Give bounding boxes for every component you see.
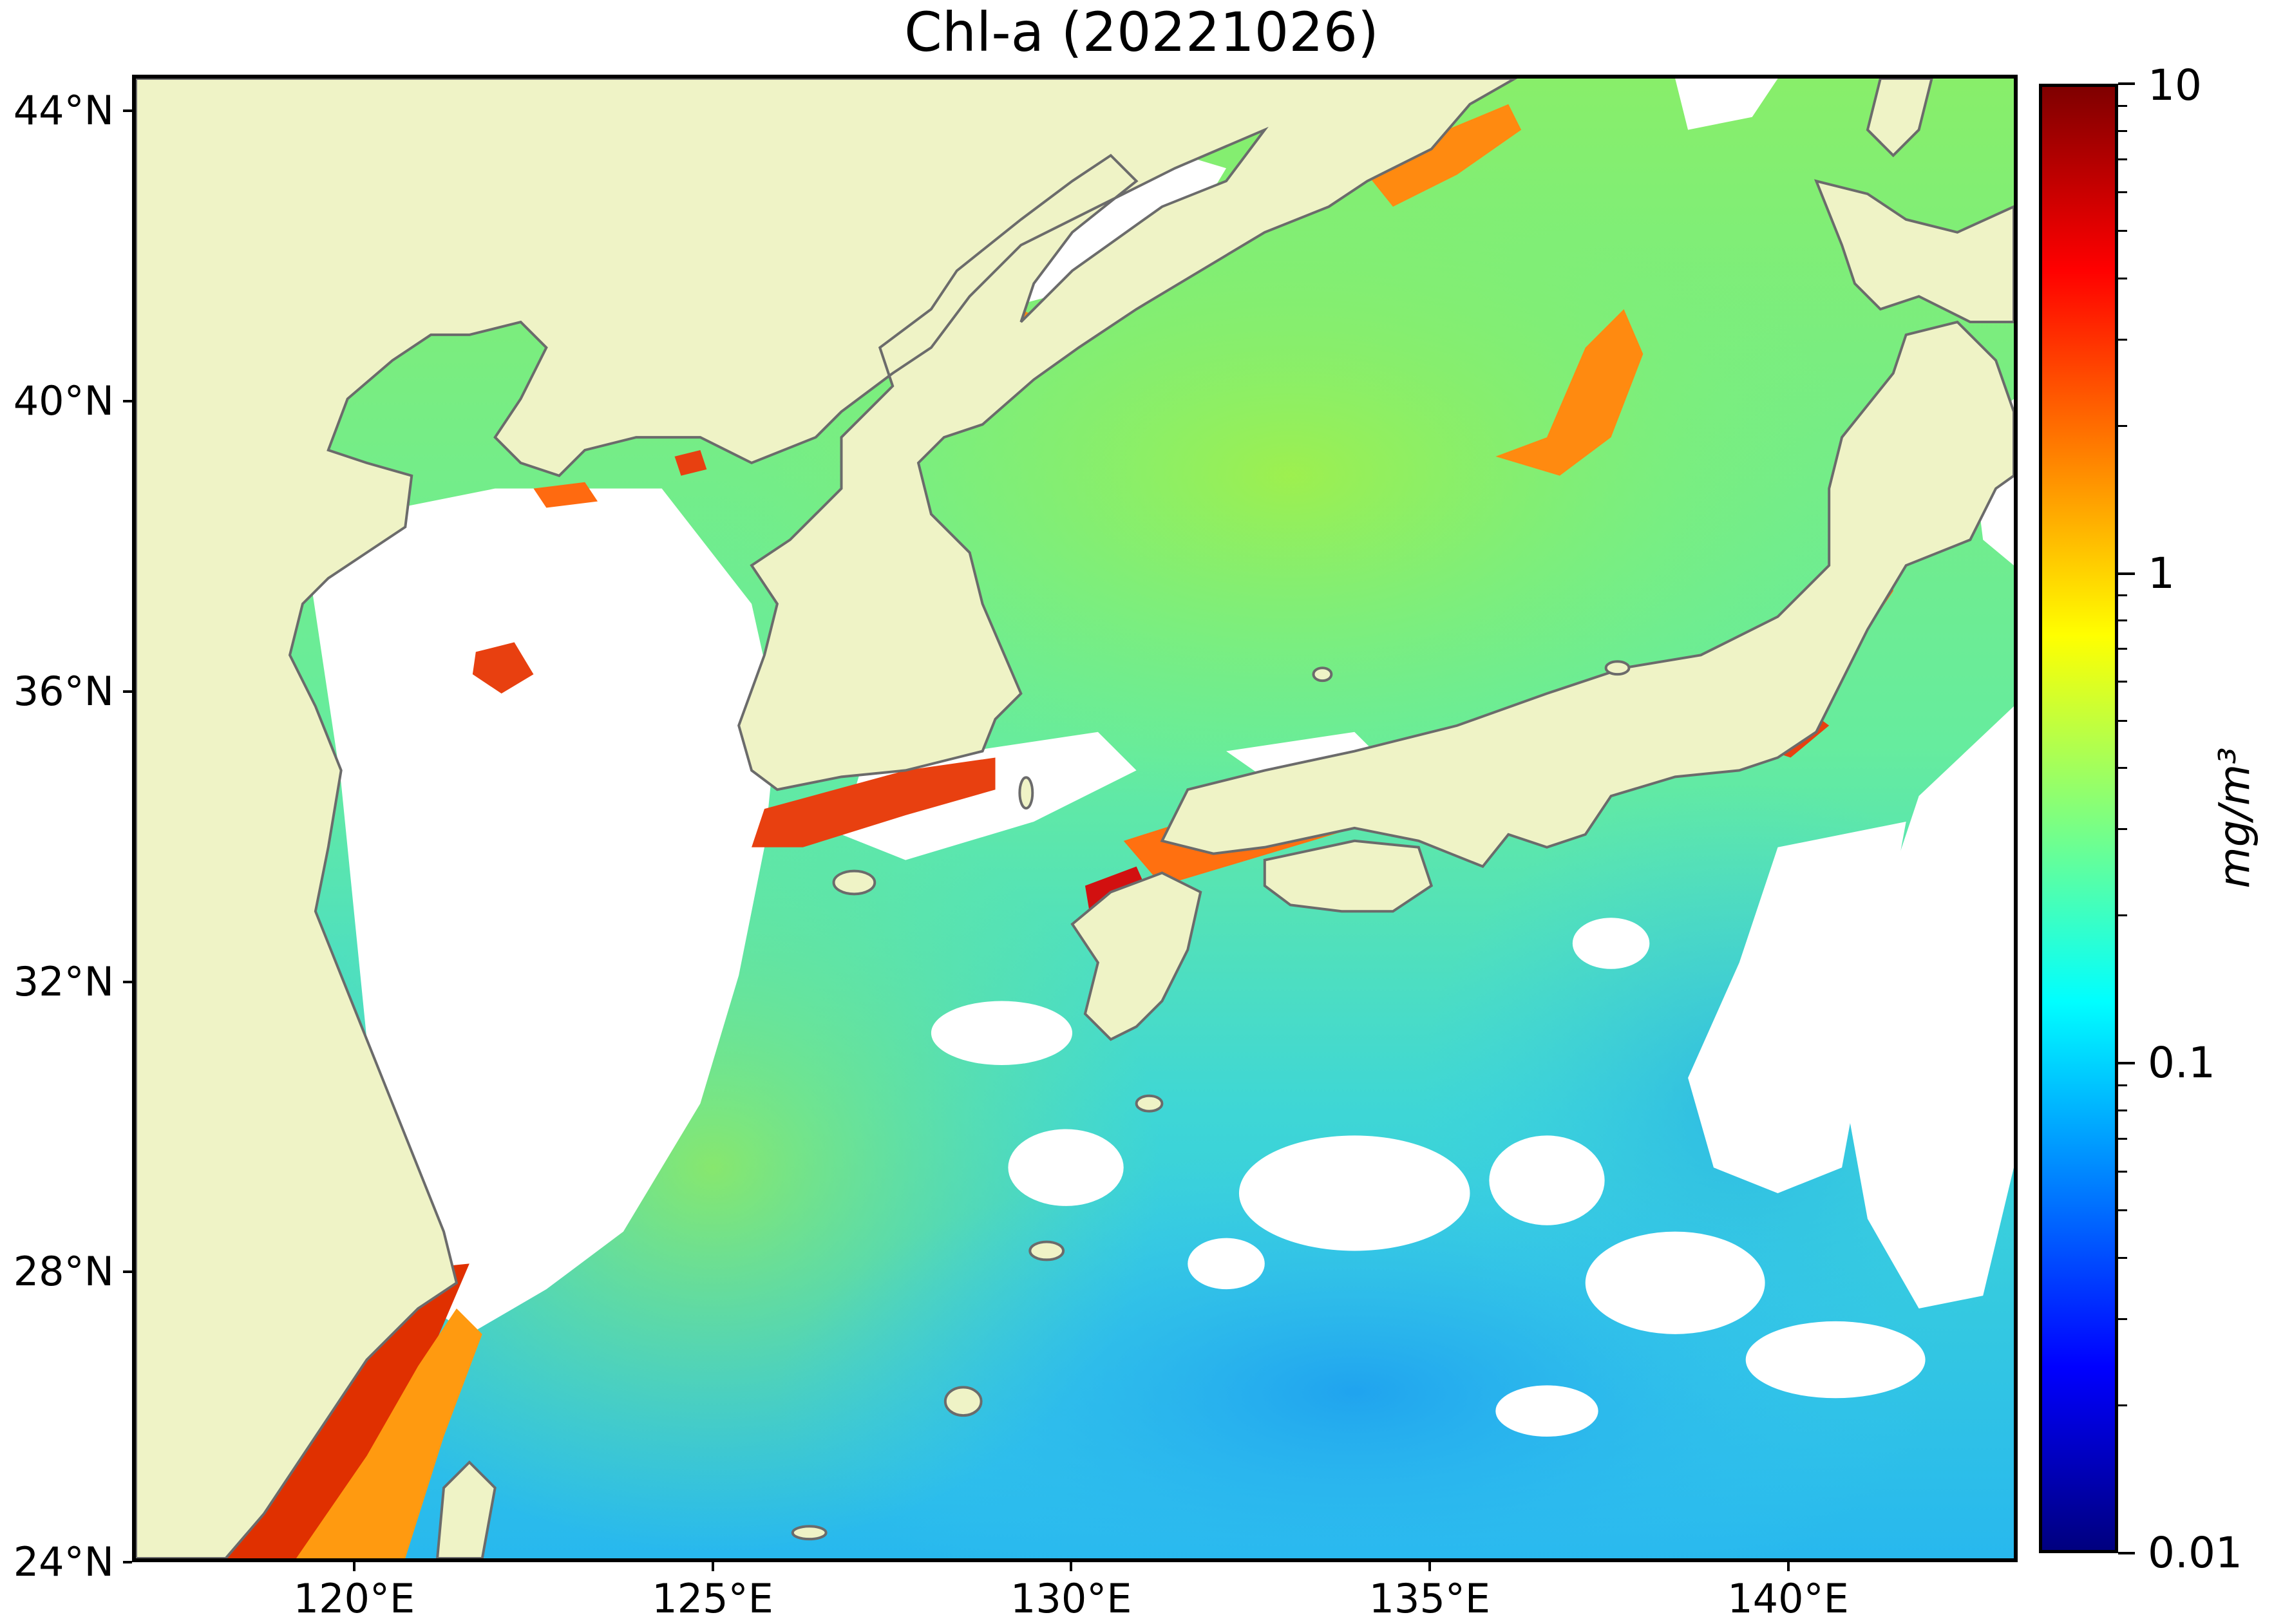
colorbar (2039, 84, 2118, 1553)
colorbar-tick-label: 1 (2148, 548, 2175, 598)
lat-tick-label: 28°N (13, 1248, 114, 1296)
lon-tick-label: 120°E (293, 1575, 415, 1622)
map-title: Chl-a (20221026) (904, 1, 1379, 64)
colorbar-minor-tick (2118, 719, 2127, 722)
lat-tick-mark (123, 1270, 132, 1274)
colorbar-minor-tick (2118, 681, 2127, 683)
colorbar-major-tick (2118, 572, 2135, 575)
land-tsushima (1018, 776, 1034, 810)
land-honshu (1160, 320, 2014, 869)
colorbar-tick-label: 0.1 (2148, 1038, 2215, 1088)
land-taiwan (436, 1460, 497, 1558)
colorbar-minor-tick (2118, 338, 2127, 341)
colorbar-minor-tick (2118, 104, 2127, 107)
chlorophyll-map (132, 75, 2018, 1562)
colorbar-minor-tick (2118, 229, 2127, 232)
land-islet-1 (791, 1525, 828, 1541)
land-tanegashima (1135, 1094, 1164, 1113)
colorbar-minor-tick (2118, 424, 2127, 427)
colorbar-tick-label: 10 (2148, 61, 2202, 110)
colorbar-minor-tick (2118, 648, 2127, 650)
colorbar-minor-tick (2118, 1209, 2127, 1212)
land-shikoku (1263, 839, 1434, 913)
colorbar-minor-tick (2118, 619, 2127, 622)
lat-tick-label: 24°N (13, 1538, 114, 1585)
lon-tick-label: 130°E (1010, 1575, 1132, 1622)
colorbar-major-tick (2118, 82, 2135, 85)
colorbar-major-tick (2118, 1552, 2135, 1554)
land-hokkaido (1814, 179, 2014, 324)
lon-tick-mark (1428, 1562, 1432, 1571)
colorbar-minor-tick (2118, 129, 2127, 132)
land-kyushu (1070, 871, 1202, 1041)
land-sado (1604, 660, 1631, 676)
colorbar-minor-tick (2118, 1138, 2127, 1140)
land-oki (1312, 666, 1333, 683)
lat-tick-mark (123, 1561, 132, 1563)
colorbar-minor-tick (2118, 1404, 2127, 1407)
colorbar-minor-tick (2118, 594, 2127, 597)
lat-tick-label: 32°N (13, 958, 114, 1005)
colorbar-minor-tick (2118, 158, 2127, 160)
lat-tick-mark (123, 109, 132, 113)
colorbar-minor-tick (2118, 277, 2127, 279)
lon-tick-mark (1070, 1562, 1073, 1571)
lat-tick-label: 44°N (13, 87, 114, 135)
land-jeju (832, 869, 876, 896)
colorbar-minor-tick (2118, 1257, 2127, 1260)
lat-tick-mark (123, 690, 132, 693)
colorbar-major-tick (2118, 1062, 2135, 1065)
lon-tick-mark (711, 1562, 714, 1571)
lon-tick-label: 135°E (1369, 1575, 1491, 1622)
colorbar-minor-tick (2118, 767, 2127, 770)
map-canvas (136, 79, 2014, 1558)
colorbar-unit: mg/m³ (2210, 747, 2260, 889)
colorbar-minor-tick (2118, 1109, 2127, 1112)
colorbar-tick-label: 0.01 (2148, 1528, 2242, 1578)
lat-tick-mark (123, 400, 132, 403)
land-ryukyu-2 (943, 1386, 983, 1417)
lon-tick-label: 140°E (1727, 1575, 1849, 1622)
colorbar-minor-tick (2118, 191, 2127, 193)
land-sakhalin (1866, 79, 1933, 158)
lat-tick-label: 36°N (13, 667, 114, 715)
land-ryukyu-1 (1028, 1240, 1065, 1261)
land-asia-mainland (136, 79, 1518, 1558)
colorbar-minor-tick (2118, 1171, 2127, 1173)
land (136, 79, 2014, 1558)
lat-tick-label: 40°N (13, 377, 114, 425)
colorbar-minor-tick (2118, 828, 2127, 831)
colorbar-minor-tick (2118, 1084, 2127, 1087)
lon-tick-label: 125°E (652, 1575, 773, 1622)
lon-tick-mark (353, 1562, 356, 1571)
colorbar-minor-tick (2118, 914, 2127, 917)
lon-tick-mark (1786, 1562, 1790, 1571)
colorbar-minor-tick (2118, 1318, 2127, 1321)
lat-tick-mark (123, 980, 132, 983)
